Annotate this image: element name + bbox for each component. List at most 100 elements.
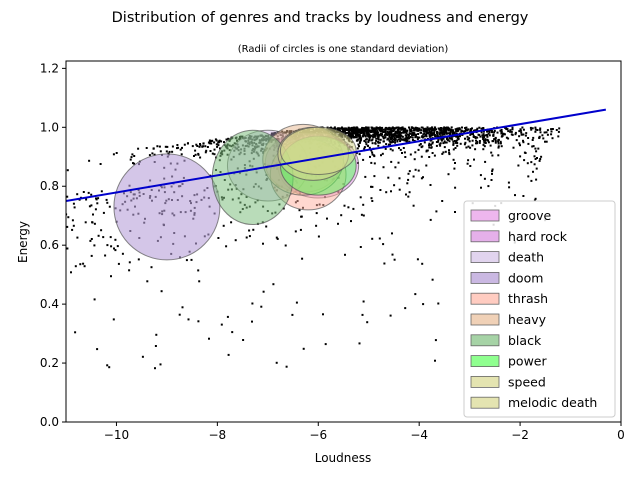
track-point	[155, 333, 158, 336]
track-point	[358, 153, 361, 156]
track-point	[445, 132, 448, 135]
track-point	[373, 162, 376, 165]
track-point	[211, 152, 214, 155]
track-point	[348, 132, 350, 135]
track-point	[359, 140, 362, 143]
track-point	[164, 145, 167, 148]
track-point	[414, 136, 417, 139]
track-point	[380, 134, 383, 137]
track-point	[405, 130, 408, 133]
track-point	[260, 305, 263, 308]
track-point	[179, 148, 182, 151]
track-point	[100, 229, 103, 232]
track-point	[543, 131, 546, 134]
track-point	[315, 212, 318, 215]
track-point	[491, 170, 494, 173]
track-point	[186, 142, 189, 145]
track-point	[93, 244, 96, 247]
track-point	[154, 367, 156, 370]
track-point	[198, 145, 201, 148]
track-point	[390, 141, 393, 144]
track-point	[326, 217, 328, 220]
track-point	[405, 132, 408, 135]
track-point	[419, 143, 422, 145]
track-point	[483, 141, 486, 144]
track-point	[245, 236, 248, 239]
track-point	[213, 141, 216, 144]
track-point	[381, 135, 384, 138]
track-point	[446, 128, 449, 131]
track-point	[220, 140, 223, 143]
track-point	[402, 130, 405, 133]
track-point	[275, 361, 278, 364]
track-point	[359, 136, 362, 139]
track-point	[421, 145, 424, 148]
track-point	[369, 136, 372, 139]
track-point	[438, 133, 441, 135]
track-point	[435, 141, 438, 143]
track-point	[387, 143, 390, 146]
track-point	[394, 138, 397, 140]
track-point	[497, 140, 500, 143]
track-point	[480, 131, 483, 134]
track-point	[545, 140, 548, 143]
track-point	[100, 190, 103, 193]
track-point	[405, 193, 407, 196]
track-point	[371, 135, 374, 138]
track-point	[416, 258, 419, 261]
track-point	[348, 129, 351, 132]
track-point	[218, 139, 221, 142]
track-point	[409, 130, 412, 133]
track-point	[400, 138, 403, 141]
track-point	[387, 176, 390, 179]
track-point	[214, 138, 217, 141]
track-point	[521, 126, 524, 129]
track-point	[130, 156, 133, 159]
track-point	[378, 127, 381, 130]
track-point	[425, 135, 428, 138]
track-point	[137, 258, 140, 261]
track-point	[350, 127, 353, 129]
track-point	[531, 145, 534, 148]
track-point	[387, 137, 390, 140]
track-point	[99, 163, 102, 165]
track-point	[378, 141, 381, 144]
x-tick-label: 0	[617, 428, 625, 442]
track-point	[390, 132, 393, 135]
track-point	[392, 130, 395, 133]
track-point	[191, 145, 194, 148]
track-point	[373, 129, 376, 132]
track-point	[66, 247, 69, 250]
track-point	[442, 133, 445, 136]
track-point	[407, 172, 410, 175]
track-point	[428, 142, 431, 145]
track-point	[420, 129, 423, 132]
track-point	[400, 126, 403, 129]
track-point	[414, 126, 417, 129]
track-point	[379, 129, 382, 132]
track-point	[414, 151, 417, 154]
track-point	[425, 128, 428, 131]
track-point	[519, 129, 522, 132]
track-point	[539, 158, 542, 160]
track-point	[371, 142, 374, 145]
track-point	[372, 128, 375, 131]
track-point	[276, 237, 279, 240]
track-point	[398, 132, 401, 135]
track-point	[398, 177, 401, 180]
track-point	[133, 155, 136, 157]
track-point	[396, 132, 399, 135]
track-point	[208, 337, 210, 340]
track-point	[198, 280, 201, 283]
track-point	[355, 126, 358, 129]
track-point	[382, 128, 385, 131]
track-point	[380, 154, 382, 157]
track-point	[362, 158, 365, 161]
track-point	[484, 138, 487, 141]
track-point	[430, 127, 433, 130]
chart-title: Distribution of genres and tracks by lou…	[112, 10, 529, 26]
track-point	[546, 133, 549, 136]
track-point	[204, 151, 207, 154]
track-point	[545, 131, 548, 134]
